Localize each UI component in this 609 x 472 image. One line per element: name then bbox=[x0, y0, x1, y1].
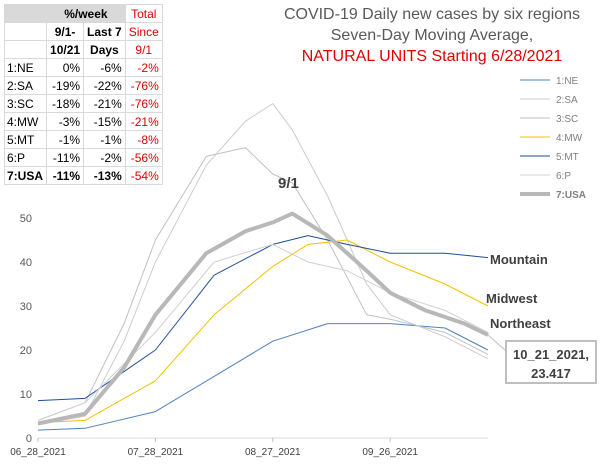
subheader-since-2: 9/1 bbox=[124, 40, 163, 59]
x-tick-label: 08_27_2021 bbox=[245, 447, 301, 458]
stats-table: %/week Total 9/1- Last 7 Since 10/21 Day… bbox=[3, 4, 163, 185]
y-tick-label: 40 bbox=[20, 257, 32, 269]
table-corner bbox=[3, 4, 48, 23]
chart-title: COVID-19 Daily new cases by six regions … bbox=[262, 4, 602, 67]
table-row: 5:MT -1% -1% -8% bbox=[3, 130, 163, 149]
subheader-range-2: 10/21 bbox=[46, 40, 85, 59]
subheader-last7: Last 7 bbox=[83, 22, 126, 41]
x-tick-label: 07_28_2021 bbox=[128, 447, 184, 458]
table-row: 6:P -11% -2% -56% bbox=[3, 148, 163, 167]
table-row: 7:USA -11% -13% -54% bbox=[3, 166, 163, 185]
table-subheader-row-2: 10/21 Days 9/1 bbox=[3, 40, 163, 59]
callout-line-1: 10_21_2021, bbox=[513, 347, 589, 362]
header-total: Total bbox=[124, 4, 163, 23]
subheader-since: Since bbox=[124, 22, 163, 41]
legend-label: 1:NE bbox=[556, 76, 579, 87]
series-line-1ne bbox=[37, 323, 489, 431]
last-point-callout: 10_21_2021, 23.417 bbox=[505, 340, 597, 384]
table-row: 4:MW -3% -15% -21% bbox=[3, 112, 163, 131]
title-line-3: NATURAL UNITS Starting 6/28/2021 bbox=[301, 48, 563, 65]
legend-label: 3:SC bbox=[556, 114, 578, 125]
series-line-3sc bbox=[37, 147, 489, 421]
subheader-last7-2: Days bbox=[83, 40, 126, 59]
title-line-1: COVID-19 Daily new cases by six regions bbox=[283, 6, 581, 23]
midwest-annotation: Midwest bbox=[486, 291, 538, 306]
x-tick-label: 09_26_2021 bbox=[362, 447, 418, 458]
callout-leader-line bbox=[487, 334, 506, 351]
table-row: 3:SC -18% -21% -76% bbox=[3, 94, 163, 113]
callout-line-2: 23.417 bbox=[531, 366, 571, 381]
legend-label: 4:MW bbox=[556, 133, 583, 144]
series-line-4mw bbox=[37, 239, 489, 424]
legend-label: 5:MT bbox=[556, 152, 579, 163]
y-tick-label: 10 bbox=[20, 389, 32, 401]
title-line-2: Seven-Day Moving Average, bbox=[330, 27, 534, 44]
y-tick-label: 0 bbox=[26, 433, 32, 445]
table-row: 2:SA -19% -22% -76% bbox=[3, 76, 163, 95]
y-tick-label: 50 bbox=[20, 213, 32, 225]
y-tick-label: 20 bbox=[20, 345, 32, 357]
peak-annotation: 9/1 bbox=[278, 175, 299, 192]
legend-label: 6:P bbox=[556, 171, 571, 182]
mountain-annotation: Mountain bbox=[490, 252, 548, 267]
header-pct-week: %/week bbox=[46, 4, 126, 23]
legend-label: 7:USA bbox=[556, 190, 586, 201]
table-row: 1:NE 0% -6% -2% bbox=[3, 58, 163, 77]
x-tick-label: 06_28_2021 bbox=[10, 447, 66, 458]
northeast-annotation: Northeast bbox=[490, 316, 551, 331]
series-line-6p bbox=[37, 243, 489, 421]
legend-label: 2:SA bbox=[556, 95, 578, 106]
series-line-2sa bbox=[37, 103, 489, 426]
series-line-7usa bbox=[37, 211, 489, 426]
table-subheader-row: 9/1- Last 7 Since bbox=[3, 22, 163, 41]
y-tick-label: 30 bbox=[20, 301, 32, 313]
table-header-row: %/week Total bbox=[3, 4, 163, 23]
subheader-range: 9/1- bbox=[46, 22, 85, 41]
